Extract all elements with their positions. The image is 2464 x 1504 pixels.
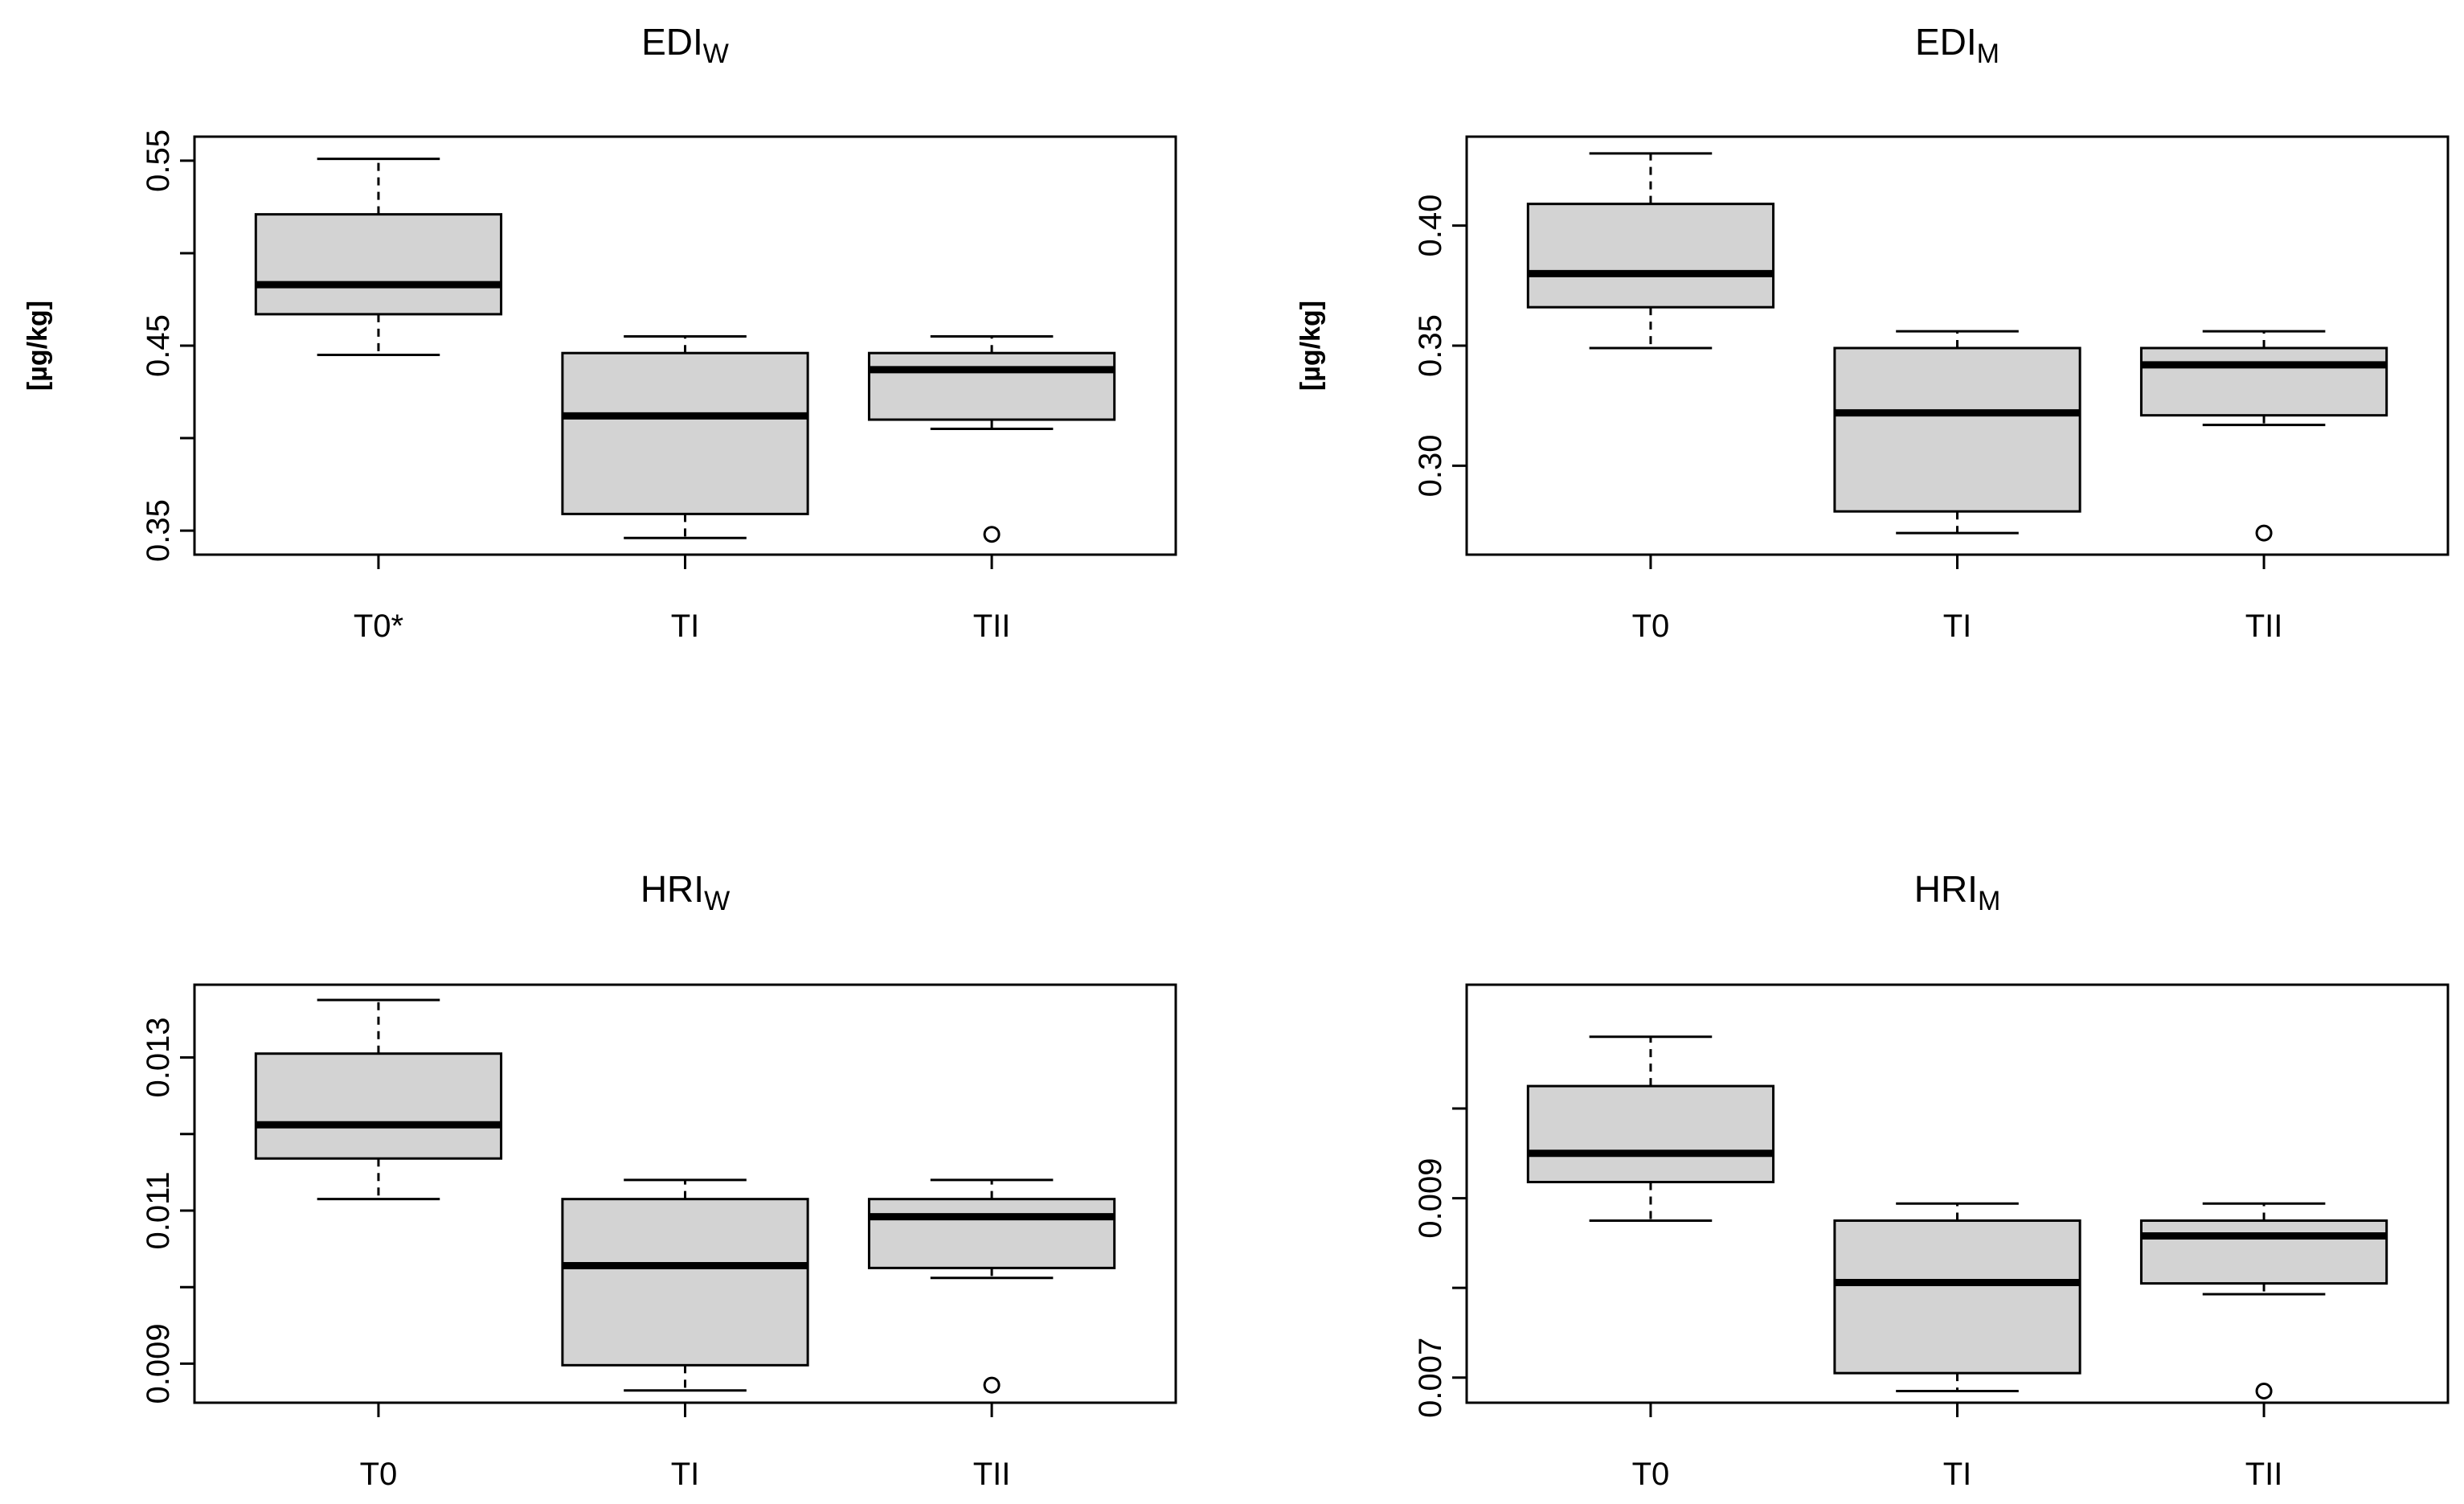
panel-edi-m: EDIM 0.30 0.35 0.40 [µg/kg] T0 TI TII bbox=[1295, 21, 2450, 644]
outlier-point bbox=[2255, 1382, 2273, 1399]
iqr-box bbox=[1833, 1219, 2081, 1375]
x-tick-label: TII bbox=[2245, 1457, 2283, 1492]
chart-title: HRIW bbox=[641, 868, 730, 916]
chart-title: EDIW bbox=[641, 21, 729, 69]
iqr-box bbox=[867, 351, 1116, 421]
x-tick-label: T0* bbox=[354, 609, 403, 644]
y-axis-label: [µg/kg] bbox=[23, 301, 53, 391]
y-tick-label: 0.011 bbox=[141, 1171, 176, 1249]
y-tick-label: 0.35 bbox=[1413, 314, 1448, 377]
y-tick-label: 0.45 bbox=[141, 314, 176, 377]
outlier-point bbox=[983, 1376, 1001, 1394]
outlier-point bbox=[2255, 524, 2273, 542]
box-t0 bbox=[1526, 152, 1775, 350]
iqr-box bbox=[2139, 346, 2388, 417]
chart-title-subscript: W bbox=[704, 886, 730, 916]
x-tick-label: TI bbox=[671, 609, 700, 644]
chart-title: HRIM bbox=[1914, 868, 2001, 916]
iqr-box bbox=[2139, 1219, 2388, 1285]
y-tick-label: 0.30 bbox=[1413, 434, 1448, 497]
y-tick-label: 0.55 bbox=[141, 129, 176, 192]
box-t0 bbox=[254, 158, 503, 357]
x-tick-label: T0 bbox=[360, 1457, 398, 1492]
x-tick-label: TI bbox=[671, 1457, 700, 1492]
y-axis-label: [µg/kg] bbox=[1295, 301, 1326, 391]
y-tick-label: 0.009 bbox=[141, 1323, 176, 1404]
panel-edi-w: EDIW 0.35 0.45 0.55 [µg/kg] T0* TI TII bbox=[23, 21, 1177, 644]
iqr-box bbox=[254, 213, 503, 316]
x-tick-label: T0 bbox=[1632, 1457, 1670, 1492]
iqr-box bbox=[1526, 203, 1775, 309]
chart-title-main: EDI bbox=[641, 21, 703, 63]
chart-title-subscript: W bbox=[703, 39, 729, 69]
iqr-box bbox=[1526, 1084, 1775, 1183]
iqr-box bbox=[1833, 346, 2081, 513]
x-tick-label: TI bbox=[1943, 1457, 1972, 1492]
x-tick-label: TII bbox=[973, 1457, 1011, 1492]
chart-title-main: EDI bbox=[1915, 21, 1977, 63]
iqr-box bbox=[867, 1198, 1116, 1269]
chart-title-main: HRI bbox=[641, 868, 704, 910]
panel-hri-m: HRIM 0.007 0.009 T0 TI TII bbox=[1413, 868, 2450, 1492]
x-tick-label: TII bbox=[2245, 609, 2283, 644]
y-tick-label: 0.009 bbox=[1413, 1158, 1448, 1239]
iqr-box bbox=[254, 1052, 503, 1160]
y-tick-label: 0.013 bbox=[141, 1017, 176, 1097]
box-ti bbox=[1833, 1202, 2081, 1392]
y-tick-label: 0.35 bbox=[141, 499, 176, 562]
y-tick-label: 0.40 bbox=[1413, 195, 1448, 257]
box-tii bbox=[867, 334, 1116, 543]
panel-hri-w: HRIW 0.009 0.011 0.013 T0 TI TII bbox=[141, 868, 1177, 1492]
box-tii bbox=[867, 1178, 1116, 1394]
box-ti bbox=[561, 334, 809, 539]
outlier-point bbox=[983, 526, 1001, 543]
x-tick-label: TI bbox=[1943, 609, 1972, 644]
box-ti bbox=[561, 1178, 809, 1392]
box-t0 bbox=[254, 998, 503, 1201]
chart-title-subscript: M bbox=[1978, 886, 2000, 916]
chart-title: EDIM bbox=[1915, 21, 1999, 69]
y-tick-label: 0.007 bbox=[1413, 1338, 1448, 1418]
iqr-box bbox=[561, 351, 809, 515]
box-tii bbox=[2139, 330, 2388, 542]
x-tick-label: TII bbox=[973, 609, 1011, 644]
chart-title-subscript: M bbox=[1977, 39, 1999, 69]
box-t0 bbox=[1526, 1035, 1775, 1222]
x-tick-label: T0 bbox=[1632, 609, 1670, 644]
box-tii bbox=[2139, 1202, 2388, 1399]
box-ti bbox=[1833, 330, 2081, 535]
chart-title-main: HRI bbox=[1914, 868, 1978, 910]
iqr-box bbox=[561, 1198, 809, 1367]
